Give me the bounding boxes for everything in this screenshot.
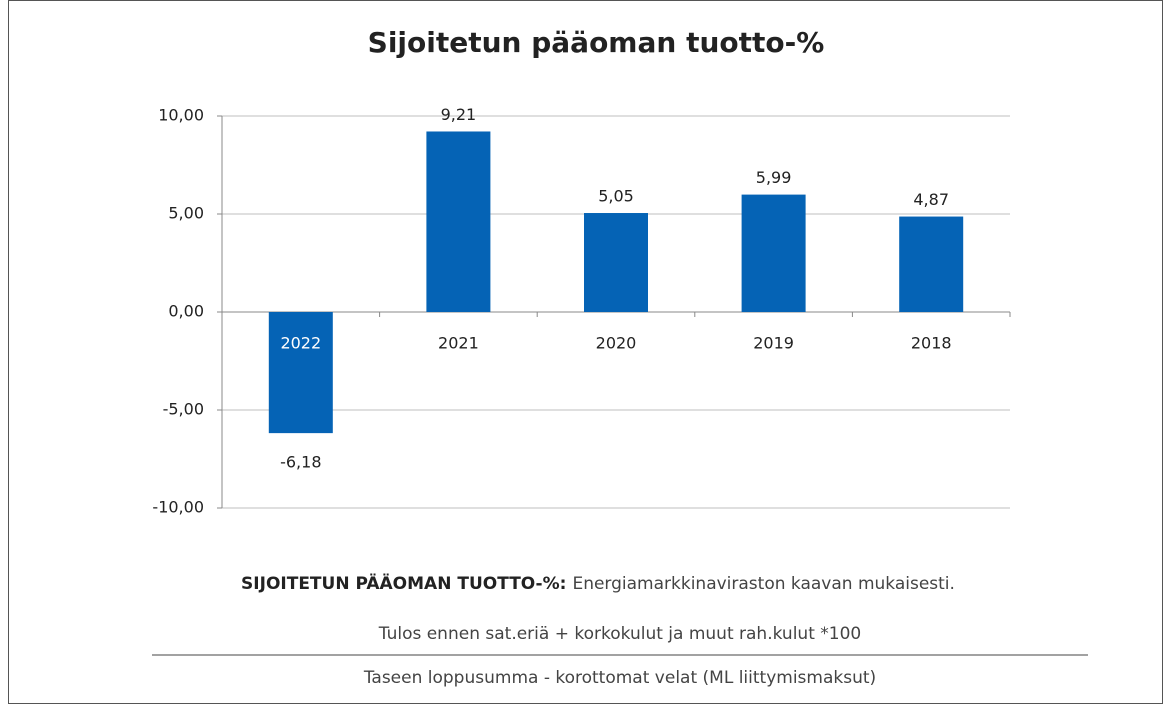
formula-numerator: Tulos ennen sat.eriä + korkokulut ja muu…	[378, 624, 861, 644]
x-tick-label: 2021	[438, 334, 479, 353]
y-tick-label: 10,00	[158, 106, 204, 125]
chart-title: Sijoitetun pääoman tuotto-%	[368, 26, 825, 59]
formula-denominator: Taseen loppusumma - korottomat velat (ML…	[363, 668, 876, 688]
bar	[741, 194, 806, 312]
bar	[584, 213, 648, 312]
x-tick-label: 2018	[911, 334, 952, 353]
bar	[426, 131, 491, 312]
data-label: 5,99	[756, 168, 792, 187]
data-label: 9,21	[441, 105, 477, 124]
data-label: 4,87	[913, 190, 949, 209]
x-tick-label: 2019	[753, 334, 794, 353]
y-tick-label: -5,00	[163, 400, 204, 419]
note-heading: SIJOITETUN PÄÄOMAN TUOTTO-%:	[241, 572, 566, 594]
bar	[899, 216, 964, 312]
bar	[268, 312, 333, 434]
note-text: Energiamarkkinaviraston kaavan mukaisest…	[572, 574, 954, 594]
data-label: -6,18	[280, 453, 321, 472]
y-tick-label: 5,00	[168, 204, 204, 223]
y-tick-label: -10,00	[152, 498, 204, 517]
x-tick-label: 2022	[280, 334, 321, 353]
x-tick-label: 2020	[596, 334, 637, 353]
y-tick-label: 0,00	[168, 302, 204, 321]
data-label: 5,05	[598, 187, 634, 206]
note: SIJOITETUN PÄÄOMAN TUOTTO-%: Energiamarkk…	[241, 572, 955, 594]
